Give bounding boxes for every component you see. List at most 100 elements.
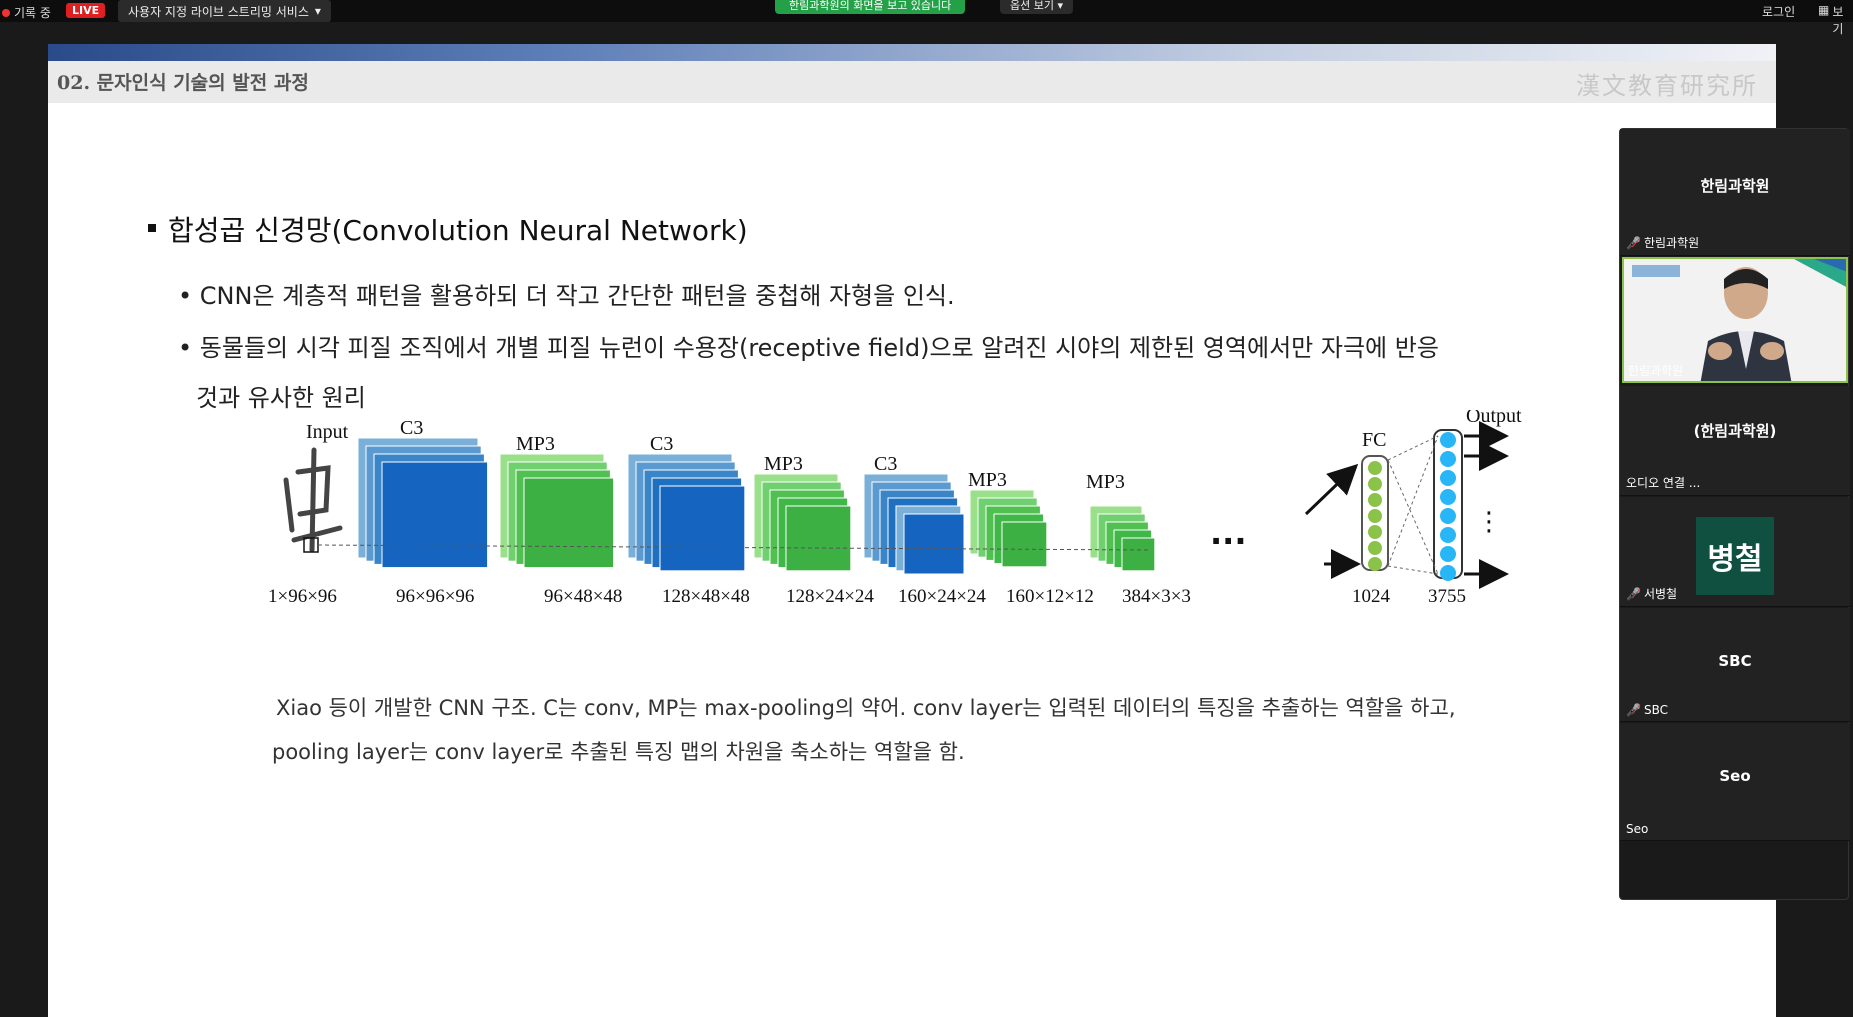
section-title: 02. 문자인식 기술의 발전 과정 <box>57 72 309 94</box>
bullet-point-1: • CNN은 계층적 패턴을 활용하되 더 작고 간단한 패턴을 중첩해 자형을… <box>178 282 955 310</box>
mic-muted-icon: 🎤̸ <box>1626 703 1641 717</box>
output-node-6 <box>1440 527 1456 543</box>
stream-label: 사용자 지정 라이브 스트리밍 서비스 <box>128 4 309 19</box>
fc-node-5 <box>1368 525 1382 539</box>
fc-node-1 <box>1368 461 1382 475</box>
to-fc-arrow-upper <box>1304 463 1359 516</box>
view-options-label: 옵션 보기 <box>1010 0 1054 12</box>
participant-1-name: 🎤̸ 한림과학원 <box>1626 235 1700 251</box>
layer-1-label: C3 <box>400 417 423 439</box>
bullet-point-1-text: CNN은 계층적 패턴을 활용하되 더 작고 간단한 패턴을 중첩해 자형을 인… <box>199 282 955 310</box>
participant-4-avatar: 병철 <box>1696 517 1774 595</box>
layer-2-label: MP3 <box>516 433 555 455</box>
participant-panel[interactable]: 한림과학원 🎤̸ 한림과학원 한림과학원 (한림과학원) 오디오 연결 ... 병… <box>1619 128 1850 900</box>
layer-4-dims: 128×24×24 <box>786 586 874 607</box>
bullet-point-2: • 동물들의 시각 피질 조직에서 개별 피질 뉴런이 수용장(receptiv… <box>178 334 1439 362</box>
output-arrows <box>1464 421 1509 589</box>
layer-2-dims: 96×48×48 <box>544 586 622 607</box>
layer-5-dims: 160×24×24 <box>898 586 986 607</box>
layer-1-dims: 96×96×96 <box>396 586 474 607</box>
view-label: 보기 <box>1832 5 1844 36</box>
fc-node-7 <box>1368 557 1382 571</box>
participant-6-title: Seo <box>1719 767 1751 785</box>
fc-dims: 1024 <box>1352 586 1391 607</box>
view-options-button[interactable]: 옵션 보기 ▾ <box>1000 0 1074 14</box>
layer-6-dims: 160×12×12 <box>1006 586 1094 607</box>
login-button[interactable]: 로그인 <box>1762 5 1796 19</box>
feature-map-3-5 <box>659 485 746 572</box>
square-bullet-icon <box>148 224 156 232</box>
chevron-down-icon: ▾ <box>314 4 321 18</box>
mic-muted-icon: 🎤̸ <box>1626 586 1641 601</box>
record-dot-icon <box>2 8 10 17</box>
layer-ellipsis: ... <box>1210 514 1246 552</box>
participant-2-name: 한림과학원 <box>1628 364 1684 378</box>
output-node-5 <box>1440 508 1456 524</box>
participant-3-title: (한림과학원) <box>1693 422 1777 440</box>
recording-indicator[interactable]: 기록 중 <box>2 4 51 21</box>
participant-tile-4[interactable]: 병철 🎤̸ 서병철 <box>1620 497 1850 607</box>
output-dims: 3755 <box>1428 586 1466 607</box>
institute-watermark: 漢文教育研究所 <box>1576 72 1758 100</box>
input-dims: 1×96×96 <box>268 586 337 607</box>
grid-icon: ▦ <box>1818 3 1830 17</box>
active-speaker-video[interactable]: 한림과학원 <box>1622 257 1848 383</box>
live-streaming-service-button[interactable]: 사용자 지정 라이브 스트리밍 서비스 ▾ <box>118 0 331 22</box>
fc-nodes <box>1368 461 1382 571</box>
recording-label: 기록 중 <box>14 6 51 20</box>
feature-map-5-6 <box>903 513 965 575</box>
meeting-topbar: 기록 중 LIVE 사용자 지정 라이브 스트리밍 서비스 ▾ 한림과학원의 화… <box>0 0 1853 36</box>
fc-node-2 <box>1368 477 1382 491</box>
layer-stacks: C3 96×96×96 MP3 96×48×48 C3 128×48×48 MP3 128×2… <box>317 417 1191 607</box>
layer-7-dims: 384×3×3 <box>1122 586 1191 607</box>
bullet-point-2-continued: 것과 유사한 원리 <box>196 384 366 412</box>
participant-4-name: 🎤̸ 서병철 <box>1626 586 1678 602</box>
slide-header-band <box>48 44 1776 61</box>
participant-1-title: 한림과학원 <box>1700 177 1770 195</box>
figure-caption-line-1: Xiao 등이 개발한 CNN 구조. C는 conv, MP는 max-poo… <box>276 696 1456 720</box>
output-node-1 <box>1440 432 1456 448</box>
feature-map-7-5 <box>1121 537 1156 572</box>
cnn-architecture-diagram: Input 1×96×96 C3 96×96×96 MP3 96×48×48 C3 128… <box>268 410 1522 607</box>
participant-tile-1[interactable]: 한림과학원 🎤̸ 한림과학원 <box>1620 129 1850 256</box>
slide-heading: 합성곱 신경망(Convolution Neural Network) <box>148 209 748 249</box>
figure-caption-line-2: pooling layer는 conv layer로 추출된 특징 맵의 차원을… <box>272 740 965 764</box>
output-nodes <box>1440 432 1456 581</box>
layer-4-label: MP3 <box>764 453 803 475</box>
live-badge[interactable]: LIVE <box>66 3 106 18</box>
output-label: Output <box>1466 410 1522 427</box>
view-button[interactable]: ▦ 보기 <box>1818 3 1853 37</box>
screen-share-banner: 한림과학원의 화면을 보고 있습니다 <box>775 0 966 14</box>
output-node-7 <box>1440 546 1456 562</box>
layer-5-label: C3 <box>874 453 897 475</box>
participant-6-name: Seo <box>1626 822 1649 836</box>
output-node-4 <box>1440 489 1456 505</box>
participant-5-title: SBC <box>1718 652 1752 670</box>
heading-text: 합성곱 신경망(Convolution Neural Network) <box>168 214 748 247</box>
feature-map-6-5 <box>1001 521 1048 568</box>
output-ellipsis: ⋮ <box>1476 507 1502 537</box>
fc-node-6 <box>1368 541 1382 555</box>
input-character-image <box>283 447 343 553</box>
feature-map-2-4 <box>523 477 615 569</box>
mic-muted-icon: 🎤̸ <box>1626 235 1641 250</box>
layer-3-dims: 128×48×48 <box>662 586 750 607</box>
receptive-field-line <box>317 544 1149 551</box>
participant-tile-3[interactable]: (한림과학원) 오디오 연결 ... <box>1620 386 1850 496</box>
layer-7-label: MP3 <box>1086 471 1125 493</box>
slide-header <box>48 61 1776 103</box>
speaker-video-feed <box>1624 259 1846 381</box>
participant-3-name: 오디오 연결 ... <box>1626 476 1701 490</box>
fc-node-4 <box>1368 509 1382 523</box>
input-label: Input <box>306 421 349 443</box>
bullet-point-2-text: 동물들의 시각 피질 조직에서 개별 피질 뉴런이 수용장(receptive … <box>199 334 1439 362</box>
participant-tile-6[interactable]: Seo Seo <box>1620 723 1850 841</box>
participant-5-name: 🎤̸ SBC <box>1626 703 1668 717</box>
participant-tile-5[interactable]: SBC 🎤̸ SBC <box>1620 608 1850 722</box>
output-node-8 <box>1440 565 1456 581</box>
feature-map-1-4 <box>381 461 489 569</box>
output-node-2 <box>1440 451 1456 467</box>
fc-output-connections <box>1387 435 1439 575</box>
layer-6-label: MP3 <box>968 469 1007 491</box>
fc-label: FC <box>1362 429 1386 451</box>
